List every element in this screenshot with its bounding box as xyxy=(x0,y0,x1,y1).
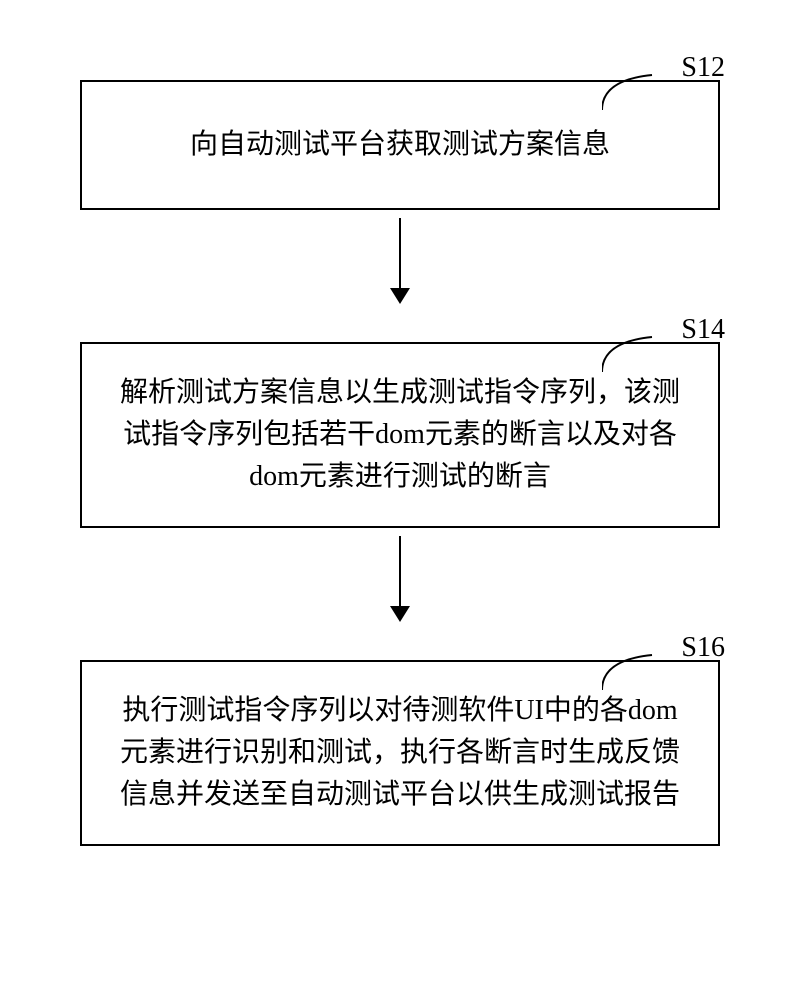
step-label-s16: S16 xyxy=(681,632,725,664)
step-s16-wrapper: S16 执行测试指令序列以对待测软件UI中的各dom元素进行识别和测试，执行各断… xyxy=(80,660,720,846)
step-label-s14: S14 xyxy=(681,314,725,346)
s14-connector xyxy=(602,332,662,372)
arrow-s12-s14 xyxy=(390,218,410,304)
step-label-s12: S12 xyxy=(681,52,725,84)
s12-connector xyxy=(602,70,662,110)
s16-connector xyxy=(602,650,662,690)
step-text-s12: 向自动测试平台获取测试方案信息 xyxy=(190,124,610,166)
flowchart-container: S12 向自动测试平台获取测试方案信息 S14 解析测试方案信息以生成测试指令序… xyxy=(80,40,720,846)
step-text-s14: 解析测试方案信息以生成测试指令序列，该测试指令序列包括若干dom元素的断言以及对… xyxy=(120,377,680,492)
step-text-s16: 执行测试指令序列以对待测软件UI中的各dom元素进行识别和测试，执行各断言时生成… xyxy=(120,695,680,810)
step-s14-wrapper: S14 解析测试方案信息以生成测试指令序列，该测试指令序列包括若干dom元素的断… xyxy=(80,342,720,528)
arrow-s14-s16 xyxy=(390,536,410,622)
step-s12-wrapper: S12 向自动测试平台获取测试方案信息 xyxy=(80,80,720,210)
